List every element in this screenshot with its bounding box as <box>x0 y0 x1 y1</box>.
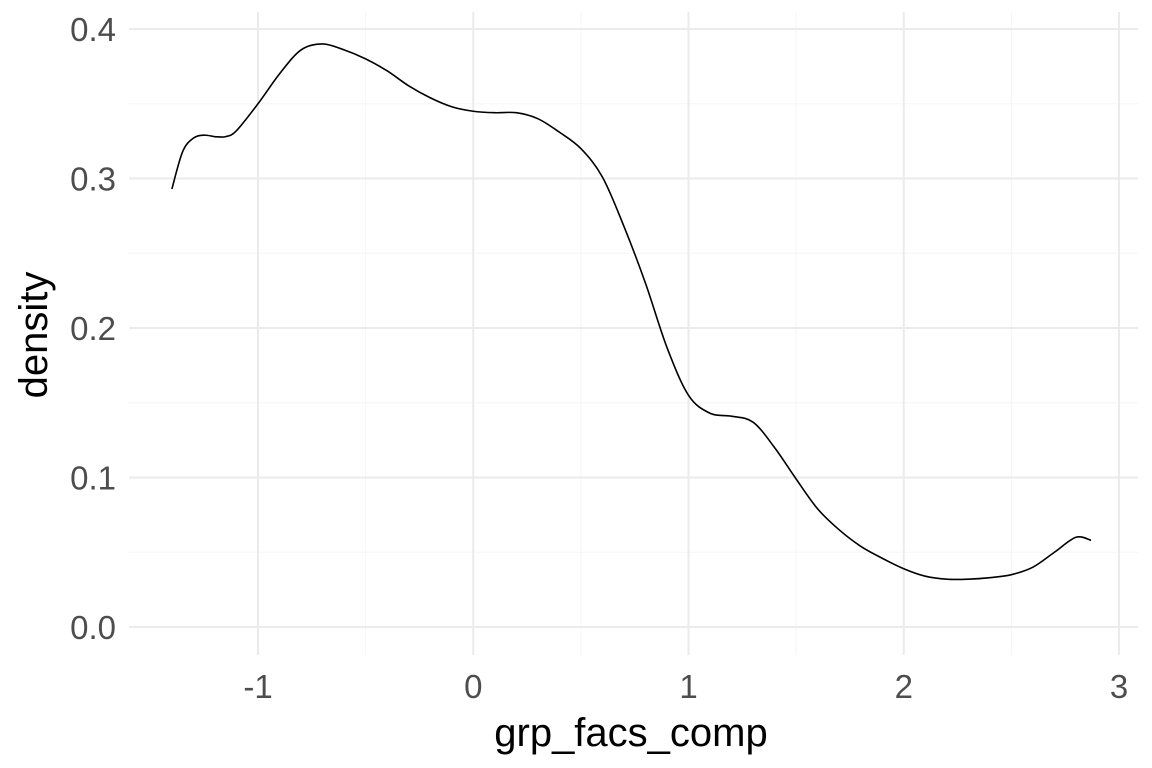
density-curve <box>171 43 1092 581</box>
y-axis-title: density <box>12 272 56 399</box>
major-gridlines-y <box>129 28 1138 628</box>
y-tick-label: 0.1 <box>70 460 116 497</box>
x-axis-tick-labels: -1 0 1 2 3 <box>243 668 1128 705</box>
x-axis-title: grp_facs_comp <box>494 711 767 755</box>
minor-gridlines-y <box>129 103 1138 553</box>
y-axis-tick-labels: 0.0 0.1 0.2 0.3 0.4 <box>70 11 116 646</box>
minor-gridlines-x <box>365 12 1012 655</box>
x-tick-label: -1 <box>243 668 272 705</box>
major-gridlines-x <box>257 12 1120 655</box>
x-tick-label: 2 <box>895 668 913 705</box>
y-tick-label: 0.3 <box>70 161 116 198</box>
x-tick-label: 1 <box>679 668 697 705</box>
x-tick-label: 3 <box>1110 668 1128 705</box>
y-tick-label: 0.2 <box>70 310 116 347</box>
y-tick-label: 0.0 <box>70 609 116 646</box>
x-tick-label: 0 <box>464 668 482 705</box>
y-tick-label: 0.4 <box>70 11 116 48</box>
